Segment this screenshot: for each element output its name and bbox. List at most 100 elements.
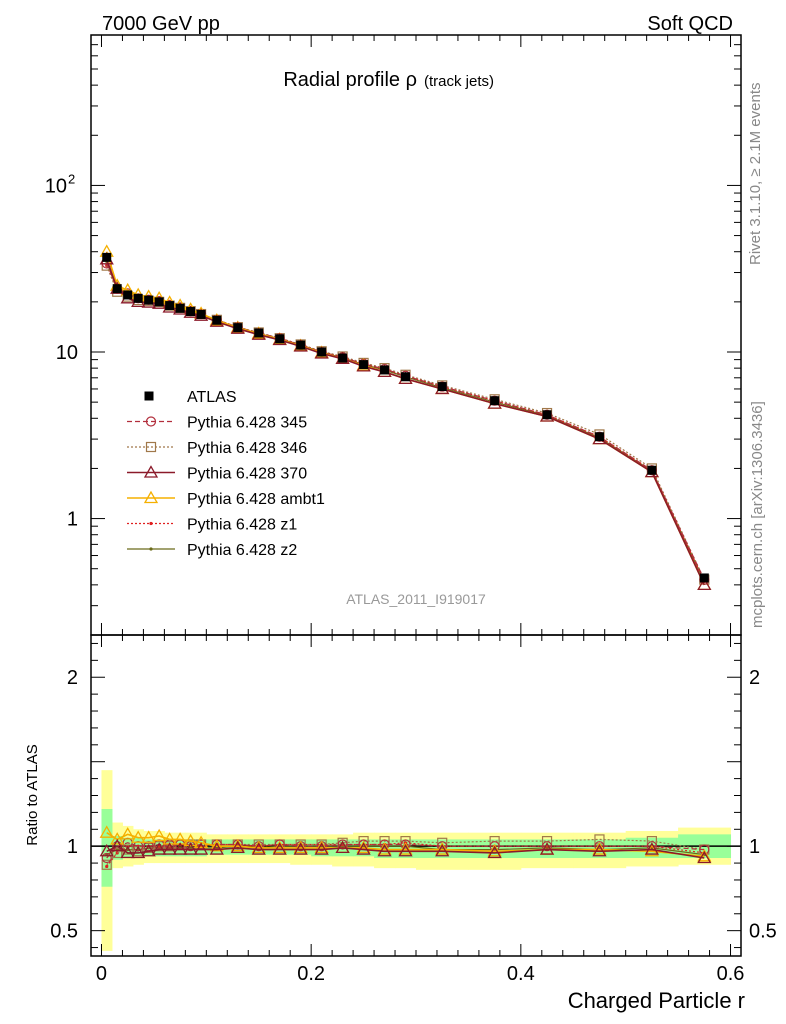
main-atlas-point (144, 295, 154, 305)
ratio-marker-ambt1 (592, 842, 607, 855)
ratio-marker-ambt1 (487, 843, 502, 857)
main-atlas-point (317, 347, 327, 357)
ratio-marker-p370 (697, 850, 712, 864)
ratio-marker-ambt1 (141, 830, 156, 843)
legend-label-ambt1: Pythia 6.428 ambt1 (187, 491, 325, 508)
legend-label-ATLAS: ATLAS (187, 389, 237, 406)
ratio-marker-p370 (377, 843, 392, 857)
ratio-marker-p370 (356, 842, 371, 855)
ratio-marker-p345 (541, 841, 553, 852)
main-atlas-point (338, 353, 348, 363)
ratio-marker-p370 (644, 842, 660, 855)
main-atlas-point (401, 372, 411, 382)
ratio-marker-p370 (435, 843, 450, 857)
ratio-line-p370 (106, 845, 705, 859)
legend-marker-p370 (143, 465, 159, 478)
main-atlas-point (699, 573, 709, 583)
ratio-marker-p370 (398, 843, 413, 857)
ratio-marker-ambt1 (435, 842, 450, 855)
main-atlas-point (254, 328, 264, 338)
ratio-marker-p370 (539, 842, 555, 855)
y-tick-label: 10 (45, 175, 67, 197)
ratio-marker-p370 (152, 842, 167, 855)
side-label-rivet: Rivet 3.1.10, ≥ 2.1M events (747, 83, 764, 266)
ratio-line-ambt1 (106, 832, 705, 858)
ratio-marker-p370 (251, 842, 266, 855)
ratio-y-tick-label-left: 0.5 (50, 921, 78, 943)
chart-subtitle: (track jets) (424, 73, 494, 90)
ratio-marker-ambt1 (398, 842, 413, 855)
ratio-y-tick-label-right: 1 (749, 836, 760, 858)
x-tick-label: 0 (96, 963, 107, 985)
legend-marker-z2 (149, 547, 153, 551)
legend-label-p345: Pythia 6.428 345 (187, 415, 307, 432)
y-tick-label: 1 (67, 509, 78, 531)
ratio-marker-ambt1 (120, 827, 135, 840)
ratio-line-p346 (106, 838, 705, 866)
ratio-marker-p370 (487, 845, 502, 859)
ratio-ylabel: Ratio to ATLAS (24, 744, 41, 845)
ratio-marker-p370 (335, 840, 350, 854)
legend: ATLAS Pythia 6.428 345 Pythia 6.428 346 Pyt… (127, 389, 325, 559)
ratio-marker-ambt1 (293, 840, 308, 854)
main-atlas-point (275, 334, 285, 344)
ratio-marker-p370 (314, 842, 329, 855)
ratio-marker-ambt1 (314, 840, 329, 854)
ratio-marker-p346 (541, 836, 553, 847)
ratio-line-p345 (106, 842, 705, 859)
ratio-marker-ambt1 (110, 832, 125, 845)
main-atlas-point (102, 252, 112, 262)
main-atlas-point (380, 365, 390, 375)
ratio-marker-p345 (337, 839, 348, 850)
ratio-marker-p370 (272, 842, 287, 855)
ratio-marker-z1 (105, 864, 109, 869)
ratio-marker-p346 (112, 847, 123, 859)
main-atlas-point (212, 315, 222, 325)
legend-marker-ambt1 (143, 490, 159, 504)
ratio-marker-p370 (230, 840, 245, 854)
main-atlas-point (175, 303, 185, 313)
ratio-marker-p370 (131, 845, 146, 859)
main-atlas-point (196, 309, 206, 319)
main-atlas-point (165, 301, 175, 311)
ratio-marker-ambt1 (251, 840, 266, 854)
ratio-marker-p345 (699, 844, 710, 855)
ratio-marker-p370 (592, 843, 607, 857)
header-left: 7000 GeV pp (102, 13, 220, 35)
ratio-marker-ambt1 (183, 833, 198, 847)
main-atlas-point (437, 382, 447, 392)
main-atlas-point (133, 293, 143, 303)
ratio-marker-p370 (162, 842, 177, 855)
main-marker-p370 (697, 577, 712, 591)
chart-title: Radial profile ρ (283, 69, 417, 91)
ratio-panel: 0 0.2 0.4 0.60.5 0.51 12 2 (50, 634, 777, 985)
main-atlas-point (186, 307, 196, 317)
x-tick-label: 0.4 (507, 963, 535, 985)
ratio-marker-p346 (437, 837, 448, 848)
ratio-marker-p370 (193, 842, 209, 855)
ratio-marker-ambt1 (99, 825, 114, 838)
ratio-y-tick-label-left: 1 (67, 836, 78, 858)
main-atlas-point (112, 284, 122, 294)
ratio-marker-ambt1 (131, 830, 146, 843)
y-tick-label: 10 (56, 342, 78, 364)
legend-label-z2: Pythia 6.428 z2 (187, 542, 297, 559)
legend-marker-p345 (145, 416, 157, 427)
ratio-marker-ambt1 (193, 835, 209, 848)
ratio-marker-p370 (99, 843, 114, 857)
x-axis-label: Charged Particle r (568, 988, 745, 1013)
legend-label-p346: Pythia 6.428 346 (187, 440, 307, 457)
legend-marker-z1 (149, 521, 153, 526)
analysis-tag: ATLAS_2011_I919017 (346, 591, 486, 607)
main-atlas-point (647, 465, 657, 475)
ratio-marker-p346 (101, 859, 112, 870)
ratio-marker-p370 (172, 842, 188, 855)
ratio-marker-p370 (120, 845, 135, 859)
ratio-marker-p370 (110, 838, 125, 852)
legend-label-p370: Pythia 6.428 370 (187, 466, 307, 483)
main-atlas-point (154, 297, 164, 307)
ratio-marker-ambt1 (697, 849, 712, 862)
ratio-marker-ambt1 (356, 840, 371, 854)
